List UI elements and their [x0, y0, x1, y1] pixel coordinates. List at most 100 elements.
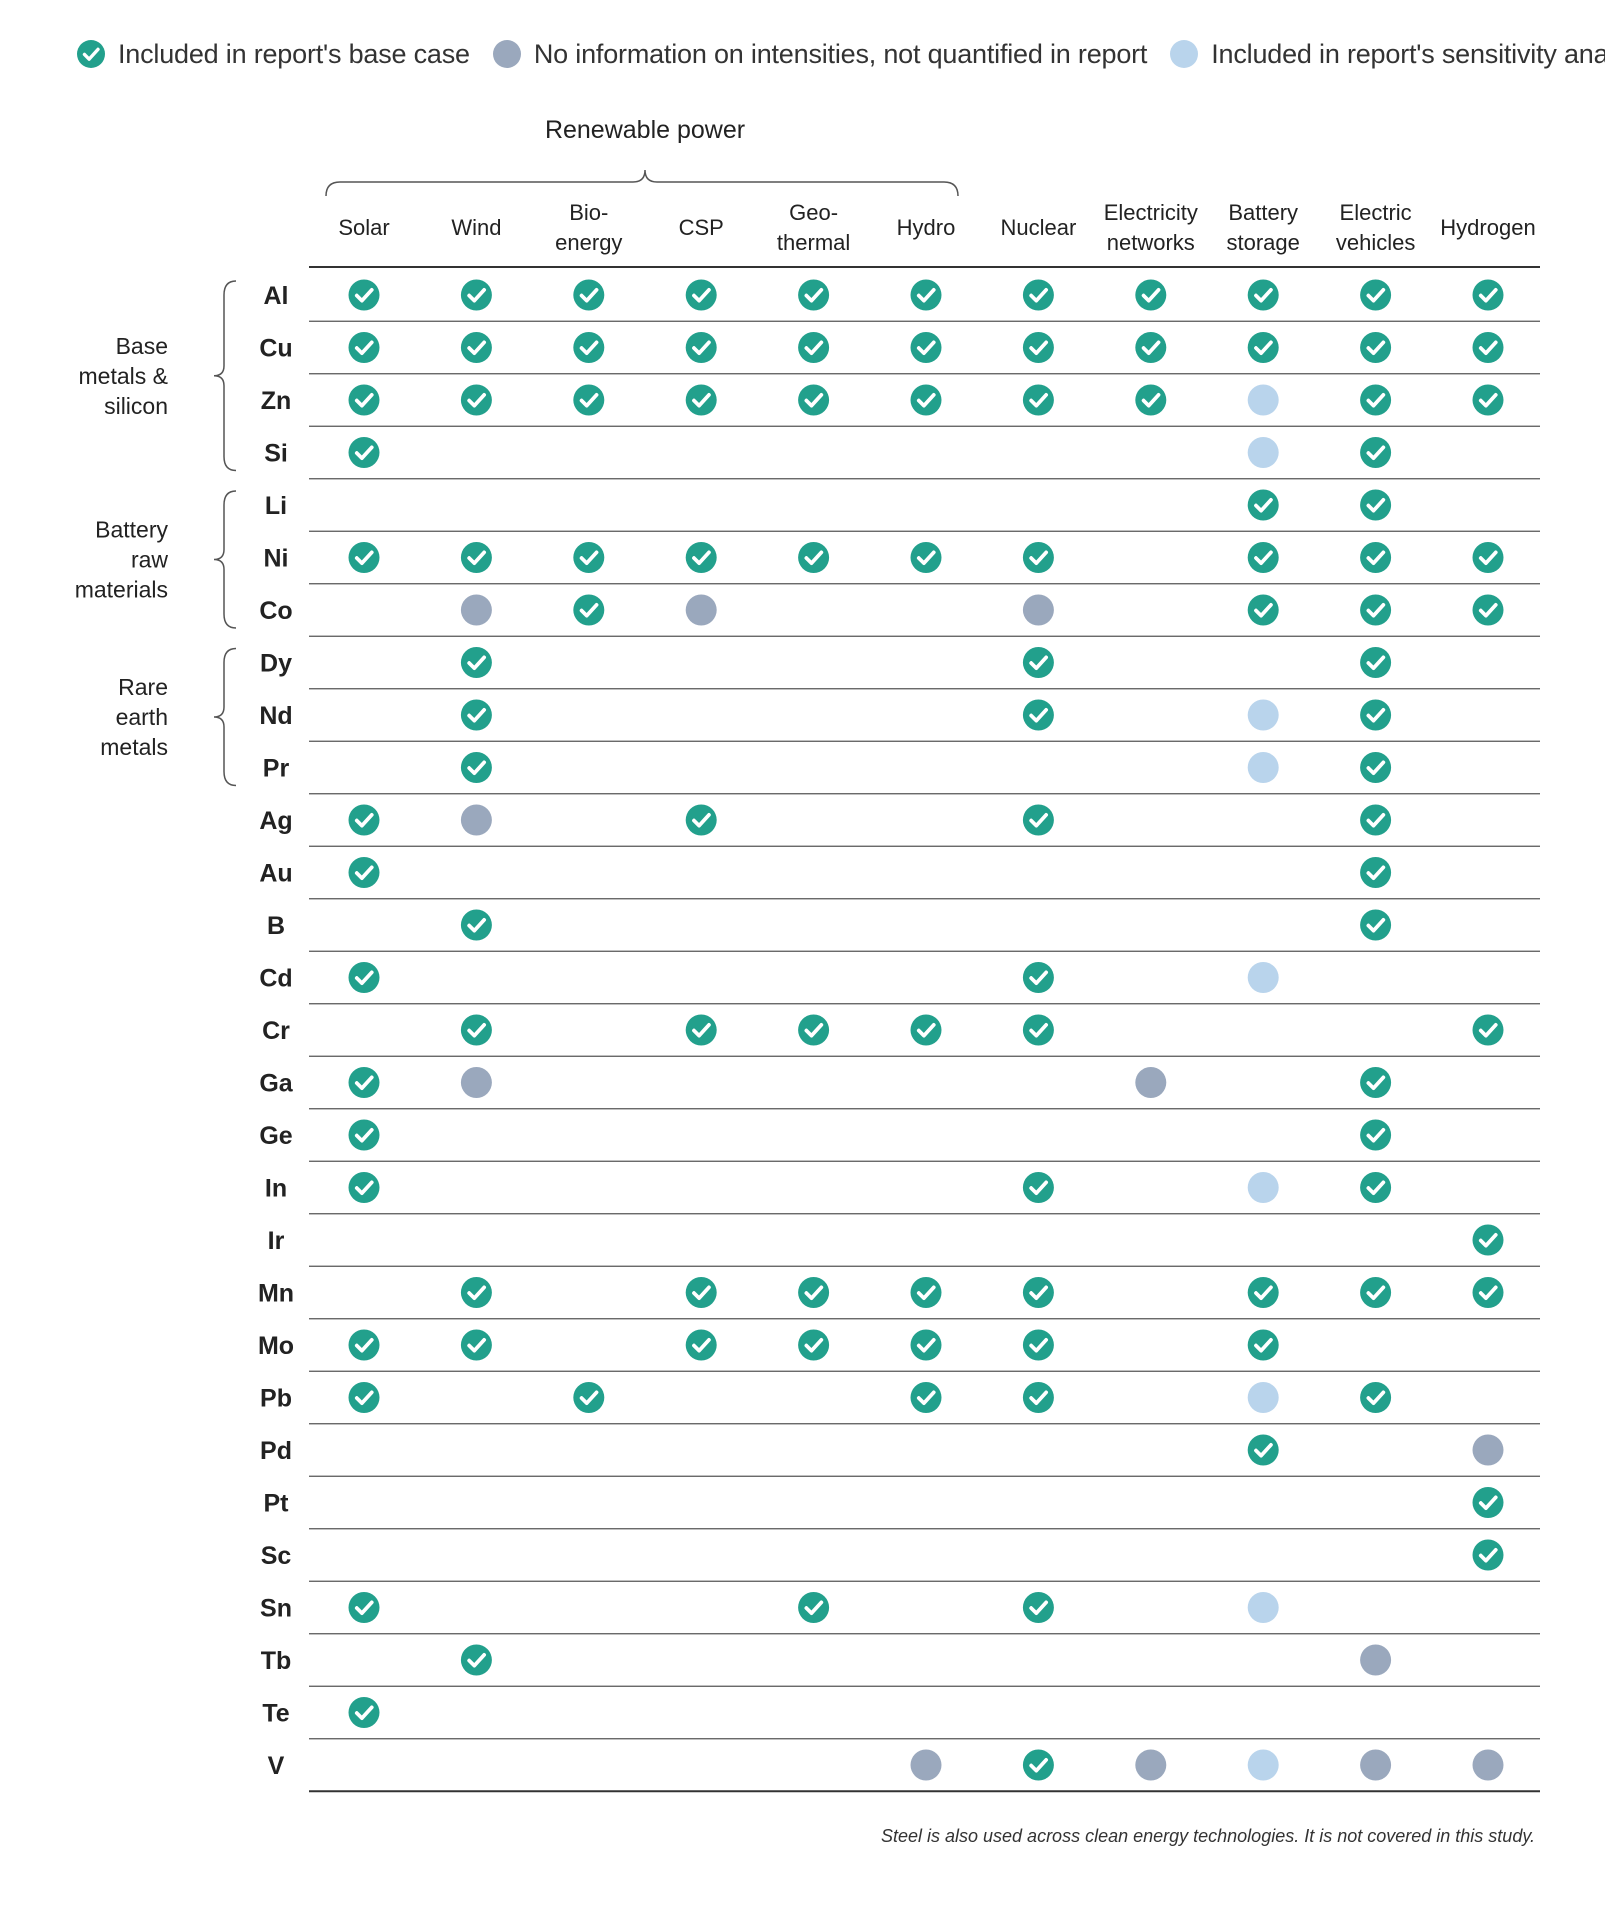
row-label-co: Co: [259, 597, 292, 625]
cell-marker: [1022, 542, 1054, 573]
footnote: Steel is also used across clean energy t…: [880, 1826, 1535, 1846]
cell-marker: [1472, 1539, 1504, 1571]
cell-marker: [1247, 542, 1279, 573]
legend-label: No information on intensities, not quant…: [533, 38, 1148, 69]
cell-marker: [348, 804, 380, 836]
cell-marker: [685, 384, 717, 416]
cell-marker: [460, 594, 492, 626]
legend-item-sens: Included in report's sensitivity analysi…: [1169, 39, 1605, 70]
cell-marker: [910, 384, 942, 416]
cell-marker: [1472, 542, 1504, 573]
cell-marker: [1022, 699, 1054, 731]
row-label-cd: Cd: [259, 965, 292, 993]
legend-marker-sens: [1170, 40, 1199, 68]
cell-marker: [460, 1277, 492, 1308]
cell-marker: [910, 542, 942, 573]
cell-marker: [348, 857, 380, 888]
cell-marker: [1360, 594, 1392, 626]
cell-marker: [348, 437, 380, 468]
cell-marker: [910, 1329, 942, 1361]
cell-marker: [1247, 437, 1279, 468]
cell-marker: [1360, 1119, 1392, 1151]
cell-marker: [1472, 1224, 1504, 1256]
row-label-al: Al: [264, 282, 289, 310]
cell-marker: [1135, 279, 1167, 311]
row-label-ge: Ge: [259, 1122, 292, 1150]
cell-marker: [1247, 1329, 1279, 1361]
cell-marker: [348, 542, 380, 573]
cell-marker: [573, 332, 605, 363]
cell-marker: [573, 279, 605, 311]
cell-marker: [460, 752, 492, 783]
cell-marker: [1022, 1329, 1054, 1361]
column-header: Battery storage: [1227, 200, 1300, 255]
legend-label: Included in report's sensitivity analysi…: [1211, 38, 1605, 69]
cell-marker: [1022, 1749, 1054, 1781]
cell-marker: [910, 279, 942, 311]
column-header: CSP: [679, 215, 724, 240]
row-group-brace: [213, 647, 237, 787]
row-label-cu: Cu: [259, 335, 292, 363]
cell-marker: [1360, 489, 1392, 521]
cell-marker: [1135, 384, 1167, 416]
cell-marker: [348, 384, 380, 416]
cell-marker: [910, 1749, 942, 1781]
cell-marker: [1472, 1434, 1504, 1466]
cell-marker: [1247, 332, 1279, 363]
cell-marker: [348, 1172, 380, 1203]
cell-marker: [1360, 1277, 1392, 1308]
cell-marker: [348, 1382, 380, 1413]
cell-marker: [1247, 1172, 1279, 1203]
legend-swatch-sens: [1170, 40, 1199, 68]
legend-swatch-base: [77, 40, 105, 68]
cell-marker: [1360, 1644, 1392, 1676]
row-label-ag: Ag: [259, 807, 292, 835]
cell-marker: [1135, 1067, 1167, 1098]
cell-marker: [1247, 962, 1279, 993]
row-label-si: Si: [264, 440, 288, 468]
cell-marker: [1135, 332, 1167, 363]
cell-marker: [685, 1014, 717, 1046]
cell-marker: [1135, 1749, 1167, 1781]
cell-marker: [685, 594, 717, 626]
legend-label: Included in report's base case: [118, 38, 470, 69]
cell-marker: [685, 332, 717, 363]
row-label-te: Te: [262, 1700, 289, 1728]
row-label-ni: Ni: [264, 545, 289, 573]
cell-marker: [685, 542, 717, 573]
column-header: Nuclear: [1000, 215, 1076, 240]
cell-marker: [1360, 384, 1392, 416]
cell-marker: [1472, 1014, 1504, 1046]
legend-marker-noinfo: [492, 40, 521, 68]
row-label-in: In: [265, 1175, 287, 1203]
cell-marker: [1360, 909, 1392, 941]
cell-marker: [348, 1592, 380, 1623]
row-group-brace: [213, 280, 237, 472]
row-label-ga: Ga: [259, 1070, 293, 1098]
legend: Included in report's base case No informa…: [76, 34, 1605, 74]
column-header: Bio-energy: [555, 200, 622, 255]
row-label-pd: Pd: [260, 1437, 292, 1465]
cell-marker: [1472, 594, 1504, 626]
cell-marker: [910, 332, 942, 363]
row-label-dy: Dy: [260, 650, 292, 678]
cell-marker: [1022, 1277, 1054, 1308]
row-label-zn: Zn: [261, 387, 292, 415]
cell-marker: [1247, 1277, 1279, 1308]
row-group-label: Rare earth metals: [100, 674, 168, 760]
cell-marker: [1360, 857, 1392, 888]
cell-marker: [1472, 1749, 1504, 1781]
cell-marker: [460, 1067, 492, 1098]
column-header: Electricity networks: [1104, 200, 1198, 255]
row-label-ir: Ir: [268, 1227, 285, 1255]
column-header: Electric vehicles: [1336, 200, 1415, 255]
cell-marker: [685, 279, 717, 311]
cell-marker: [1247, 279, 1279, 311]
column-header: Geo-thermal: [777, 200, 850, 255]
renewable-power-brace: [325, 169, 959, 197]
cell-marker: [798, 332, 830, 363]
cell-marker: [460, 804, 492, 836]
cell-marker: [1472, 1277, 1504, 1308]
cell-marker: [1247, 594, 1279, 626]
cell-marker: [1360, 699, 1392, 731]
